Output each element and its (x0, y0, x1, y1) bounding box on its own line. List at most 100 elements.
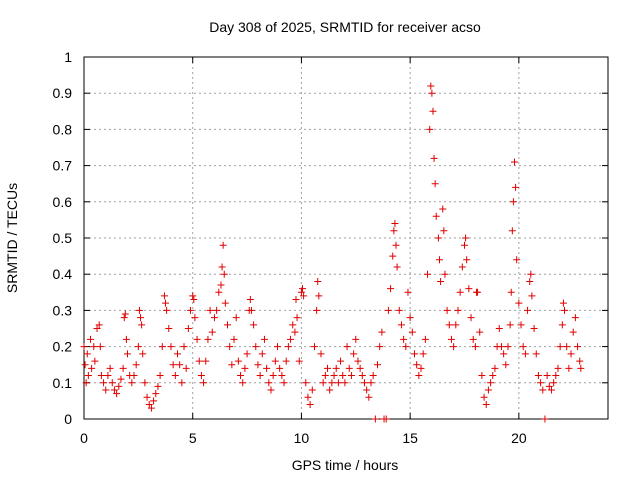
data-point (350, 350, 358, 358)
data-point (120, 314, 128, 322)
data-point (202, 357, 210, 365)
data-point (220, 270, 228, 278)
data-point (110, 386, 118, 394)
data-point (489, 372, 497, 380)
data-point (217, 281, 225, 289)
y-tick-label: 0.9 (53, 85, 73, 101)
data-point (297, 288, 305, 296)
data-point (95, 321, 103, 329)
data-point (302, 379, 310, 387)
data-point (163, 306, 171, 314)
data-point (324, 364, 332, 372)
data-point (471, 343, 479, 351)
data-point (563, 343, 571, 351)
data-point (390, 227, 398, 235)
data-point (154, 382, 162, 390)
data-point (219, 241, 227, 249)
data-point (173, 350, 181, 358)
data-point (291, 328, 299, 336)
data-point (232, 314, 240, 322)
data-point (454, 306, 462, 314)
data-point (167, 343, 175, 351)
data-point (347, 372, 355, 380)
x-tick-label: 10 (294, 430, 310, 446)
data-point (502, 361, 510, 369)
data-point (178, 379, 186, 387)
data-point (435, 256, 443, 264)
data-point (376, 343, 384, 351)
data-point (313, 306, 321, 314)
data-point (427, 82, 435, 90)
data-point (400, 335, 408, 343)
data-point (246, 296, 254, 304)
data-point (330, 372, 338, 380)
data-point (391, 220, 399, 228)
data-point (552, 372, 560, 380)
data-point (247, 306, 255, 314)
data-point (367, 379, 375, 387)
data-point (511, 158, 519, 166)
data-point (537, 379, 545, 387)
data-point (269, 372, 277, 380)
data-point (484, 386, 492, 394)
data-point (254, 361, 262, 369)
data-point (480, 393, 488, 401)
data-point (426, 125, 434, 133)
data-point (215, 288, 223, 296)
data-point (315, 292, 323, 300)
data-point (517, 321, 525, 329)
data-point (561, 306, 569, 314)
data-point (230, 335, 238, 343)
tick-layer: 00.10.20.30.40.50.60.70.80.910 5 10 15 20 (53, 49, 608, 446)
data-point (339, 372, 347, 380)
data-point (410, 350, 418, 358)
data-point (478, 372, 486, 380)
data-point (180, 343, 188, 351)
data-point (500, 350, 508, 358)
data-point (265, 379, 273, 387)
data-point (506, 321, 514, 329)
data-point (417, 364, 425, 372)
data-point (474, 288, 482, 296)
data-point (439, 205, 447, 213)
data-point (83, 350, 91, 358)
data-point (476, 328, 484, 336)
data-point (530, 325, 538, 332)
data-point (160, 292, 168, 300)
data-point (150, 397, 158, 405)
chart-title: Day 308 of 2025, SRMTID for receiver acs… (209, 19, 481, 35)
grid-layer (84, 57, 608, 419)
data-point (176, 361, 184, 369)
data-point (408, 328, 416, 336)
data-point (239, 379, 247, 387)
data-point (443, 306, 451, 314)
data-point (428, 89, 436, 97)
data-point (532, 350, 540, 358)
data-point (90, 343, 98, 351)
data-point (343, 343, 351, 351)
data-point (195, 357, 203, 365)
data-point (287, 335, 295, 343)
data-point (190, 296, 198, 304)
data-point (102, 386, 110, 394)
data-point (577, 364, 585, 372)
data-point (260, 335, 268, 343)
data-point (80, 343, 88, 351)
data-point (371, 415, 379, 423)
data-point (440, 227, 448, 235)
data-point (234, 357, 242, 365)
data-point (569, 328, 577, 336)
data-point (508, 227, 516, 235)
x-axis-title: GPS time / hours (292, 457, 399, 473)
data-point (82, 379, 90, 387)
data-point (360, 379, 368, 387)
data-point (406, 314, 414, 322)
data-point (263, 364, 271, 372)
data-point (462, 234, 470, 242)
data-point (559, 299, 567, 307)
data-point (182, 364, 190, 372)
data-point (143, 393, 151, 401)
data-point (430, 154, 438, 162)
data-point (384, 306, 392, 314)
